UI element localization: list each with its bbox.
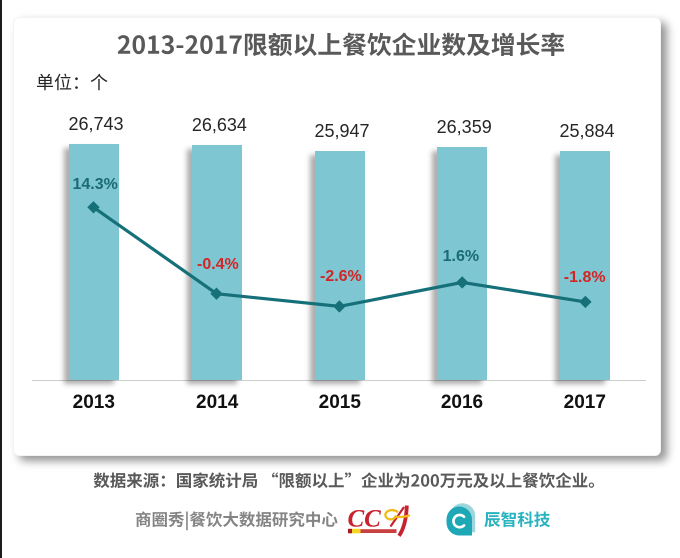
svg-text:CC: CC: [348, 505, 382, 532]
